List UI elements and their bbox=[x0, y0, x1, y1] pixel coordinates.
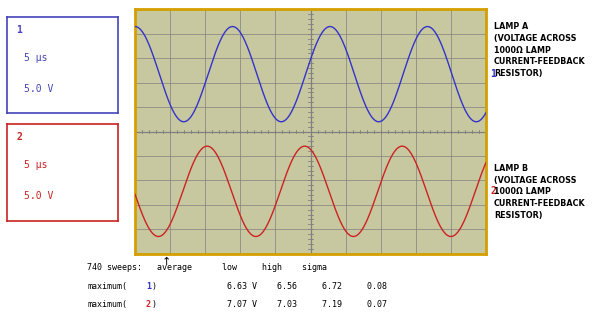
Text: 5 μs: 5 μs bbox=[24, 160, 47, 170]
Text: 2: 2 bbox=[146, 300, 151, 309]
Text: 5 μs: 5 μs bbox=[24, 53, 47, 63]
Text: 740 sweeps:   average      low     high    sigma: 740 sweeps: average low high sigma bbox=[87, 263, 327, 272]
Text: )              7.07 V    7.03     7.19     0.07: ) 7.07 V 7.03 7.19 0.07 bbox=[152, 300, 387, 309]
Text: 5.0 V: 5.0 V bbox=[24, 192, 53, 202]
Text: 5.0 V: 5.0 V bbox=[24, 84, 53, 94]
Text: ↑: ↑ bbox=[162, 257, 172, 267]
Text: LAMP B
(VOLTAGE ACROSS
1000Ω LAMP
CURRENT-FEEDBACK
RESISTOR): LAMP B (VOLTAGE ACROSS 1000Ω LAMP CURREN… bbox=[494, 164, 586, 220]
Text: LAMP A
(VOLTAGE ACROSS
1000Ω LAMP
CURRENT-FEEDBACK
RESISTOR): LAMP A (VOLTAGE ACROSS 1000Ω LAMP CURREN… bbox=[494, 22, 586, 78]
Text: maximum(: maximum( bbox=[87, 300, 127, 309]
Text: maximum(: maximum( bbox=[87, 282, 127, 291]
Text: )              6.63 V    6.56     6.72     0.08: ) 6.63 V 6.56 6.72 0.08 bbox=[152, 282, 387, 291]
Text: 1: 1 bbox=[490, 69, 496, 79]
Text: 1: 1 bbox=[146, 282, 151, 291]
Text: 2: 2 bbox=[490, 186, 496, 196]
Text: 1: 1 bbox=[16, 25, 22, 35]
Text: 2: 2 bbox=[16, 132, 22, 142]
